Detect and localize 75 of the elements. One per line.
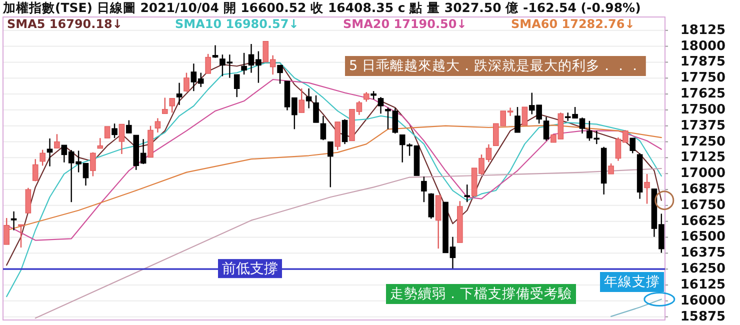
y-tick-label: 16625 xyxy=(680,214,726,229)
y-tick-label: 17250 xyxy=(680,134,726,150)
candlestick xyxy=(428,192,434,220)
candlestick xyxy=(46,138,53,167)
candlestick xyxy=(154,118,161,134)
candlestick xyxy=(112,122,118,139)
annotation: 走勢續弱．下檔支撐備受考驗 xyxy=(390,286,572,302)
annotation: 走勢續弱．下檔支撐備受考驗 xyxy=(386,284,576,304)
candlestick xyxy=(162,97,168,114)
candlestick xyxy=(10,210,17,231)
candlestick xyxy=(212,44,218,58)
ref-line-label: 前低支撐 xyxy=(222,261,278,278)
y-tick-label: 16125 xyxy=(680,277,726,292)
candlestick xyxy=(464,184,470,203)
y-tick-label: 18125 xyxy=(680,22,726,38)
candlestick xyxy=(169,98,175,114)
y-tick-label: 16875 xyxy=(680,182,726,198)
ref-label: 前低支撐 xyxy=(218,259,282,278)
y-tick-label: 16500 xyxy=(680,230,726,245)
candlestick xyxy=(378,96,384,114)
text: SMA5 16790.18↓ xyxy=(7,17,122,31)
candlestick xyxy=(25,187,32,214)
candlestick xyxy=(306,88,312,109)
chart-title: 加權指數(TSE) 日線圖 2021/10/04 開 16600.52 收 16408.35 c 點 量 3027.50 億 -162.54 (-0.98%) xyxy=(2,0,641,15)
candlestick xyxy=(328,141,334,188)
candlestick xyxy=(608,162,614,175)
text: SMA60 17282.76↓ xyxy=(511,17,635,31)
candlestick xyxy=(363,92,370,102)
y-tick-label: 17875 xyxy=(680,54,726,70)
candlestick xyxy=(241,52,247,76)
candlestick xyxy=(40,149,46,166)
y-tick-label: 16750 xyxy=(680,198,726,213)
candlestick xyxy=(630,137,636,154)
candlestick xyxy=(644,173,650,204)
text: SMA20 17190.50↓ xyxy=(343,17,467,31)
candlestick xyxy=(184,72,190,92)
candlestick xyxy=(342,118,348,145)
candlestick xyxy=(514,106,520,134)
candlestick xyxy=(54,134,60,149)
y-tick-label: 18000 xyxy=(680,38,726,54)
y-tick-label: 16375 xyxy=(680,246,726,261)
candlestick xyxy=(298,88,305,114)
annotation: 年線支撐 xyxy=(604,274,660,290)
y-tick-label: 17000 xyxy=(680,166,726,182)
candlestick xyxy=(205,53,211,74)
y-tick-label: 17375 xyxy=(680,118,726,134)
candlestick xyxy=(543,116,550,142)
candlestick xyxy=(18,224,24,248)
candlestick xyxy=(118,124,125,155)
candlestick xyxy=(234,74,240,98)
candlestick xyxy=(176,82,182,106)
candlestick xyxy=(90,152,96,177)
y-tick-label: 15875 xyxy=(680,309,726,324)
y-tick-label: 16250 xyxy=(680,262,726,277)
y-tick-label: 17125 xyxy=(680,150,726,166)
annotation: 年線支撐 xyxy=(600,272,664,292)
candlestick xyxy=(313,94,319,124)
y-tick-label: 17750 xyxy=(680,70,726,86)
line-series xyxy=(34,168,662,319)
annotation: 5 日乖離越來越大．跌深就是最大的利多．．． xyxy=(349,58,642,74)
y-tick-label: 16000 xyxy=(680,293,726,308)
y-tick-label: 17500 xyxy=(680,102,726,118)
candlestick xyxy=(126,120,132,134)
candlestick xyxy=(32,158,38,182)
candlestick xyxy=(579,116,586,134)
text: SMA10 16980.57↓ xyxy=(175,17,299,31)
candlestick xyxy=(97,137,104,149)
candlestick xyxy=(4,217,10,246)
candlestick xyxy=(277,64,283,84)
y-tick-label: 17625 xyxy=(680,86,726,102)
candlestick xyxy=(320,115,326,141)
candlestick xyxy=(522,106,528,126)
candlestick xyxy=(421,176,427,203)
annotation: 5 日乖離越來越大．跌深就是最大的利多．．． xyxy=(345,56,646,76)
candlestick xyxy=(104,126,110,138)
